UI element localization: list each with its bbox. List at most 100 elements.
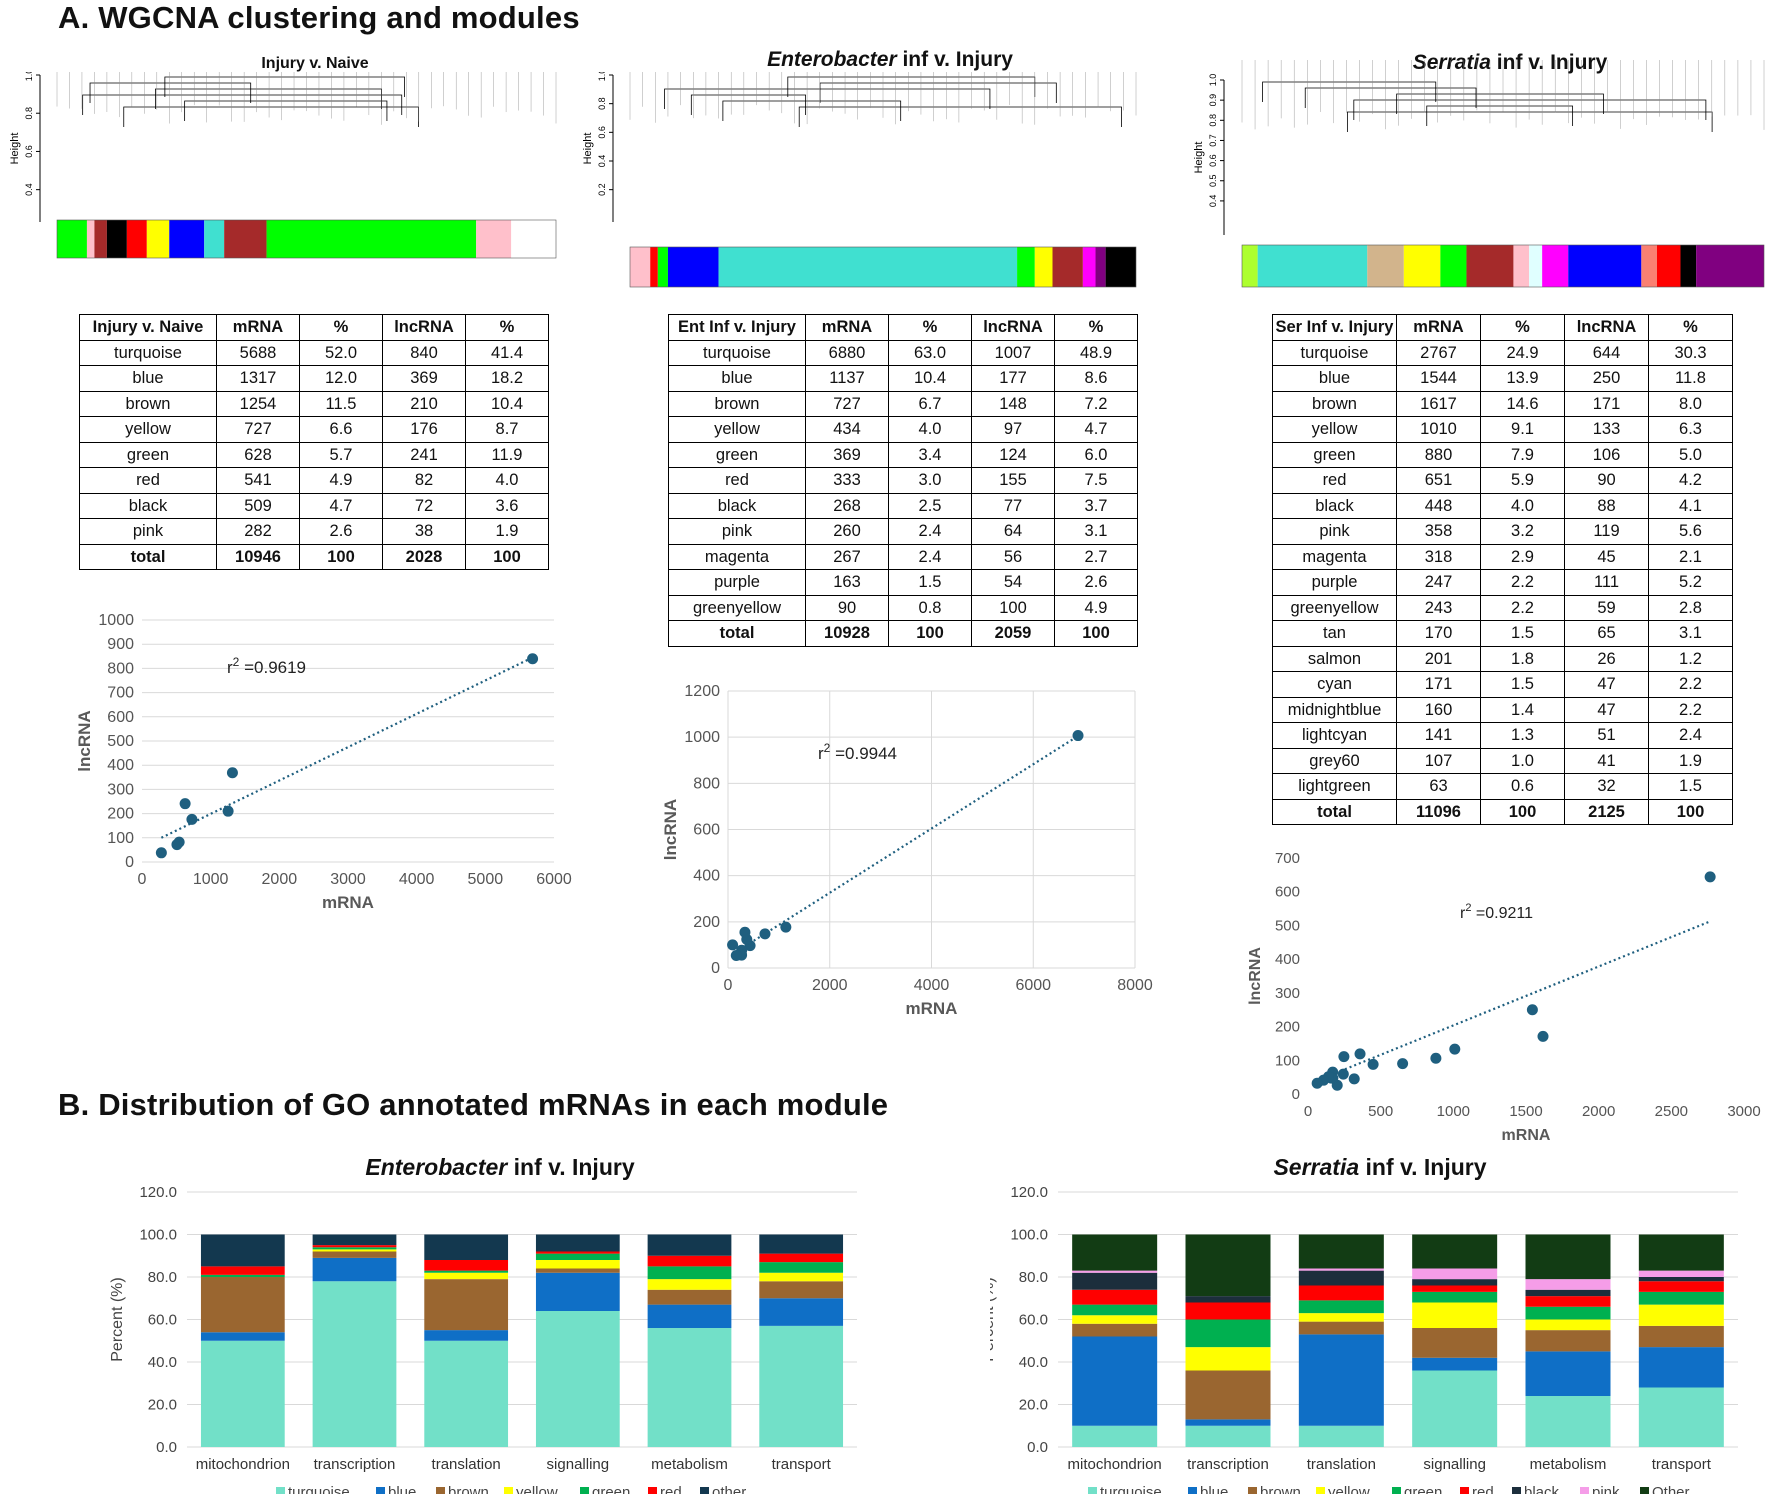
y-axis-label: lncRNA [1247,947,1264,1005]
total-cell: total [79,543,217,570]
dendrogram-branch [664,88,991,109]
bar-segment-brown [647,1289,732,1305]
table-row: greenyellow 90 0.8 100 4.9 [668,594,1138,621]
x-axis-label: mRNA [906,999,958,1015]
module-name-cell: magenta [1272,543,1397,570]
trendline [731,735,1079,956]
bar-segment-turquoise [200,1340,285,1447]
data-point [226,767,238,779]
bar-segment-blue [647,1304,732,1328]
y-tick-label: 1200 [684,683,720,700]
table-cell: 5.9 [1480,467,1565,494]
table-cell: 4.1 [1648,492,1733,519]
table-cell: 1.4 [1480,696,1565,723]
legend-swatch [1392,1487,1401,1494]
table-cell: 2.2 [1648,671,1733,698]
dendrogram-branch [798,106,1122,127]
bar-segment-blue [424,1330,509,1341]
module-name-cell: pink [79,518,217,545]
total-cell: total [668,620,806,647]
total-cell: 2059 [971,620,1055,647]
dendrogram-ylabel: Height [9,133,21,165]
dendrogram-branch [89,82,252,103]
table-cell: 2.6 [1054,569,1138,596]
bar-segment-yellow [647,1279,732,1290]
y-tick-label: 700 [107,685,134,702]
table-cell: 119 [1564,518,1649,545]
table-header: Injury v. Naive [79,314,217,341]
table-cell: 72 [382,492,466,519]
scatter-enterobacter: 0 200 400 600 800 1000 1200 0 2000 4000 6000 8000 mR… [661,683,1153,1015]
table-total-row: total 11096 100 2125 100 [1272,798,1733,825]
module-color-block [657,247,668,287]
module-name-cell: lightgreen [1272,773,1397,800]
table-header: % [1054,314,1138,341]
table-cell: 52.0 [299,339,383,366]
table-cell: 0.6 [1480,773,1565,800]
table-header: mRNA [805,314,889,341]
legend-swatch [1088,1487,1097,1494]
x-tick-label: mitochondrion [196,1456,290,1473]
x-axis-label: mRNA [1502,1127,1551,1140]
bar-segment-yellow [759,1272,844,1282]
table-header: mRNA [216,314,300,341]
bar-segment-yellow [1185,1347,1271,1371]
table-row: cyan 171 1.5 47 2.2 [1272,671,1733,698]
table-cell: 4.2 [1648,467,1733,494]
y-tick-label: 100.0 [139,1227,177,1244]
data-point [155,847,167,859]
dendrogram-title-1: Injury v. Naive [261,55,369,72]
y-tick-label: 40.0 [148,1354,177,1371]
table-cell: 97 [971,416,1055,443]
table-cell: 6.0 [1054,441,1138,468]
y-tick-label: 700 [1275,850,1300,867]
dendrogram-branch [1304,87,1477,108]
legend-label: blue [388,1484,416,1494]
table-row: purple 163 1.5 54 2.6 [668,569,1138,596]
table-cell: 160 [1396,696,1481,723]
bar-segment-red [647,1255,732,1267]
legend-swatch [376,1487,385,1494]
bar-segment-Other [1185,1234,1271,1297]
bar-chart-title-2: Serratia inf v. Injury [1273,1154,1487,1180]
bar-segment-pink [1638,1270,1724,1277]
table-row: black 448 4.0 88 4.1 [1272,492,1733,519]
table-cell: 13.9 [1480,365,1565,392]
dendrogram-tick-label: 1.0 [1208,74,1218,87]
table-row: pink 358 3.2 119 5.6 [1272,518,1733,545]
table-row: tan 170 1.5 65 3.1 [1272,620,1733,647]
table-cell: 1.5 [1480,620,1565,647]
module-name-cell: green [1272,441,1397,468]
r2-value: =0.9619 [239,658,306,677]
legend-label: turquoise [1100,1484,1162,1494]
bar-segment-Other [1525,1234,1611,1280]
bar-segment-blue [759,1298,844,1326]
table-header: % [1480,314,1565,341]
table-cell: 268 [805,492,889,519]
y-axis-label: Percent (%) [109,1277,126,1361]
table-cell: 7.9 [1480,441,1565,468]
legend-label: brown [448,1484,489,1494]
table-cell: 1317 [216,365,300,392]
y-tick-label: 100 [1275,1052,1300,1069]
table-cell: 1.5 [1480,671,1565,698]
module-table-serratia: Ser Inf v. Injury mRNA % lncRNA % turquo… [1272,314,1733,825]
table-cell: 11.9 [465,441,549,468]
table-cell: 0.8 [888,594,972,621]
table-row: magenta 267 2.4 56 2.7 [668,543,1138,570]
module-color-block [94,220,107,258]
table-row: red 651 5.9 90 4.2 [1272,467,1733,494]
y-tick-label: 200 [693,914,720,931]
r2-label: r2 =0.9211 [1460,902,1533,922]
module-color-block [1105,247,1136,287]
module-name-cell: cyan [1272,671,1397,698]
table-row: greenyellow 243 2.2 59 2.8 [1272,594,1733,621]
y-tick-label: 0 [1292,1086,1300,1103]
r2-label: r2 =0.9944 [818,741,897,763]
table-cell: 2.8 [1648,594,1733,621]
table-row: black 268 2.5 77 3.7 [668,492,1138,519]
dendrogram-2: 1.0 0.8 0.6 0.4 0.2 Height [582,72,1137,288]
data-point [1449,1043,1461,1055]
table-row: salmon 201 1.8 26 1.2 [1272,645,1733,672]
module-color-block [1257,245,1368,287]
